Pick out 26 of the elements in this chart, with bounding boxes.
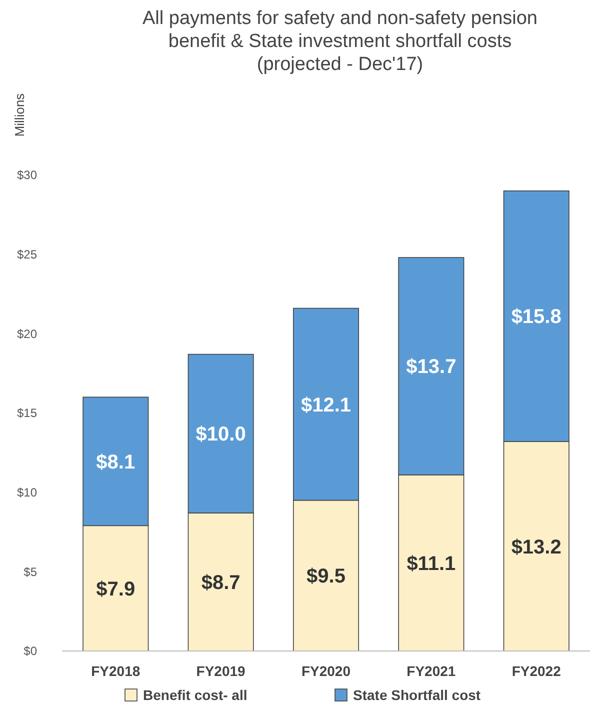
- data-label: $7.9: [96, 578, 136, 600]
- data-label: $10.0: [196, 424, 246, 446]
- x-tick-label: FY2019: [196, 663, 246, 679]
- x-tick-label: FY2022: [512, 663, 562, 679]
- y-tick-label: $0: [24, 644, 38, 658]
- data-label: $12.1: [300, 394, 352, 416]
- data-label: $11.1: [406, 552, 456, 575]
- y-axis-title: Millions: [12, 92, 27, 137]
- data-label: $15.8: [511, 306, 562, 328]
- y-tick-label: $10: [16, 486, 38, 500]
- chart-title: All payments for safety and non-safety pension benefit & State investment shortfall costs (projected - Dec'17): [142, 8, 538, 75]
- y-tick-label: $30: [16, 168, 38, 182]
- legend-label: State Shortfall cost: [353, 686, 481, 703]
- data-label: $9.5: [306, 566, 346, 588]
- data-label: $8.7: [201, 572, 240, 594]
- data-label: $13.7: [406, 356, 456, 378]
- x-tick-label: FY2021: [406, 663, 456, 679]
- legend-label: Benefit cost- all: [143, 686, 248, 703]
- y-tick-label: $5: [24, 564, 38, 579]
- y-tick-label: $15: [16, 406, 38, 420]
- x-tick-label: FY2018: [91, 663, 140, 679]
- x-tick-label: FY2020: [301, 663, 351, 679]
- y-tick-label: $20: [16, 326, 38, 341]
- y-tick-label: $25: [16, 248, 38, 262]
- data-label: $13.2: [511, 536, 562, 558]
- data-label: $8.1: [96, 451, 136, 474]
